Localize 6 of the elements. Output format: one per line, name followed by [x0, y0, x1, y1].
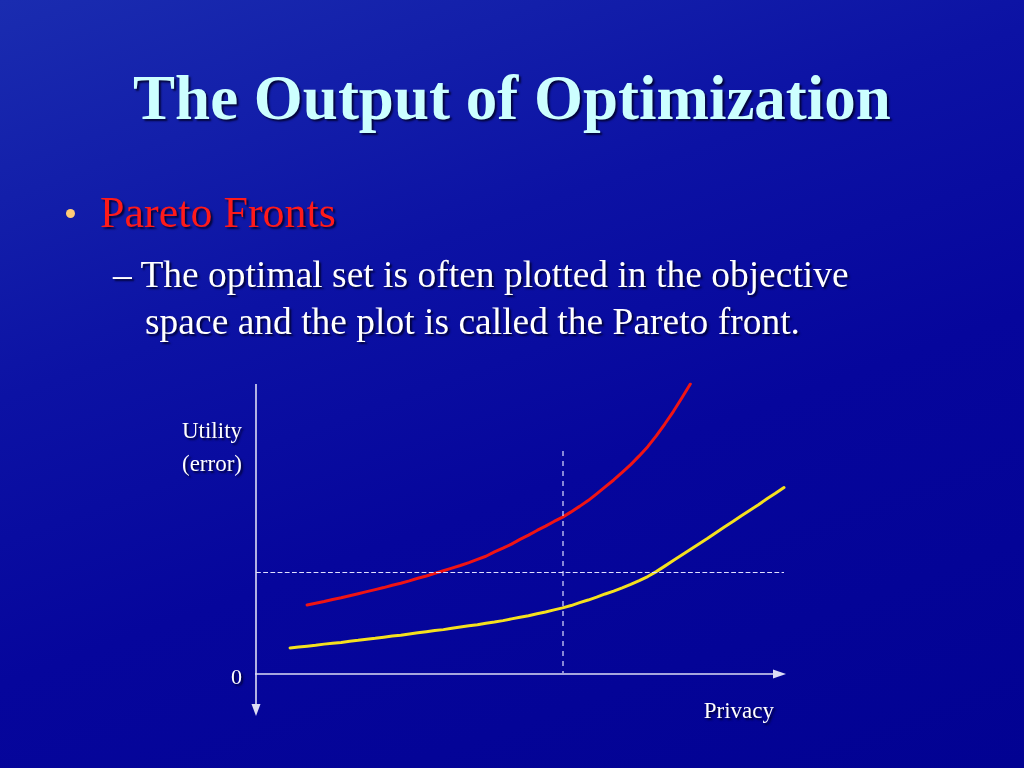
text: – The optimal set is often plotted in the objective space and the plot is called the Pareto front.: [113, 253, 850, 344]
text: 0: [230, 664, 242, 690]
x-axis-title: Privacy: [702, 698, 774, 724]
y-axis-title: Utility (error): [180, 417, 244, 478]
chart-subtitle: Pareto Fronts: [100, 187, 336, 239]
chart-title: The Output of Optimization: [132, 62, 892, 134]
